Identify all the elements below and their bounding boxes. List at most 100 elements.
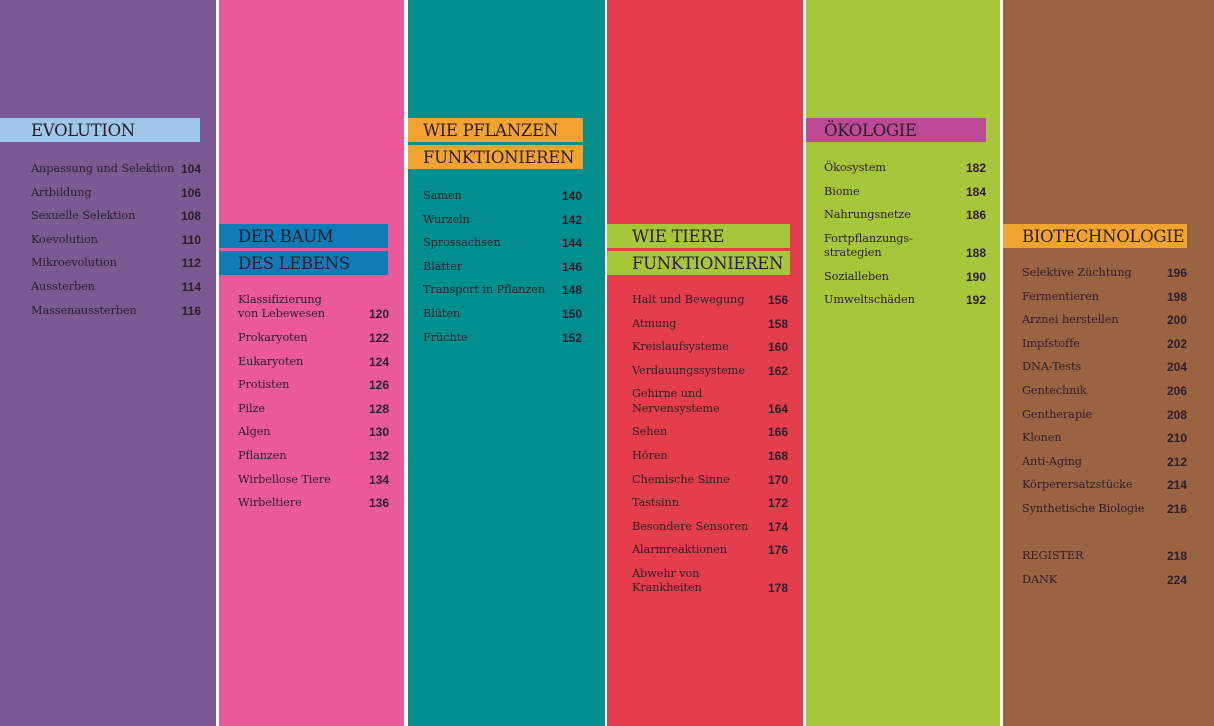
toc-entry[interactable]: Algen 130 [238,425,389,449]
section-title-bar: BIOTECHNOLOGIE [1003,224,1187,248]
section-entry-list: Ökosystem 182 Biome 184 Nahrungsnetze 186 Fort… [824,161,986,317]
toc-entry[interactable]: Samen 140 [423,189,582,213]
toc-entry[interactable]: Gentherapie 208 [1022,408,1187,432]
toc-entry[interactable]: Sehen 166 [632,425,788,449]
entry-title: Koevolution [31,233,98,247]
toc-entry[interactable]: Wurzeln 142 [423,213,582,237]
entry-page-number: 122 [368,331,389,345]
toc-entry[interactable]: Fortpflanzungs-strategien 188 [824,232,986,270]
section-column-pflanzen [408,0,605,726]
toc-entry[interactable]: Wirbeltiere 136 [238,496,389,520]
entry-title-line: von Lebewesen [238,307,325,321]
entry-title: Blüten [423,307,460,321]
entry-title-line: Nervensysteme [632,401,720,415]
toc-entry[interactable]: Aussterben 114 [31,280,201,304]
toc-entry[interactable]: Alarmreaktionen 176 [632,543,788,567]
toc-entry[interactable]: Prokaryoten 122 [238,331,389,355]
toc-entry[interactable]: Sprossachsen 144 [423,236,582,260]
toc-entry[interactable]: DNA-Tests 204 [1022,360,1187,384]
section-title-bar: FUNKTIONIEREN [408,145,583,169]
toc-entry[interactable]: Protisten 126 [238,378,389,402]
entry-page-number: 128 [368,401,389,416]
entry-page-number: 150 [561,306,582,321]
toc-entry[interactable]: DANK 224 [1022,573,1187,597]
toc-entry[interactable]: Abwehr von Krankheiten 178 [632,567,788,605]
toc-entry[interactable]: Anti-Aging 212 [1022,455,1187,479]
toc-entry[interactable]: Ökosystem 182 [824,161,986,185]
toc-entry[interactable]: REGISTER 218 [1022,549,1187,573]
toc-entry[interactable]: Artbildung 106 [31,186,201,210]
entry-title-line: Ökosystem [824,161,886,174]
toc-entry[interactable]: Tastsinn 172 [632,496,788,520]
entry-page-number: 218 [1166,549,1187,564]
entry-title-line: Gentechnik [1022,383,1087,397]
toc-entry[interactable]: Nahrungsnetze 186 [824,208,986,232]
entry-title: Prokaryoten [238,331,307,345]
toc-entry[interactable]: Anpassung und Selektion 104 [31,162,201,186]
toc-entry[interactable]: Synthetische Biologie 216 [1022,502,1187,526]
toc-entry[interactable]: Halt und Bewegung 156 [632,293,788,317]
entry-page-number: 202 [1166,336,1187,351]
entry-title-line: Algen [238,425,271,439]
section-title-bar: ÖKOLOGIE [806,118,986,142]
toc-entry[interactable]: Arznei herstellen 200 [1022,313,1187,337]
toc-entry[interactable]: Klassifizierung von Lebewesen 120 [238,293,389,331]
toc-entry[interactable]: Biome 184 [824,185,986,209]
entry-title: Besondere Sensoren [632,520,748,534]
toc-entry[interactable]: Fermentieren 198 [1022,290,1187,314]
entry-title: Fermentieren [1022,290,1099,304]
toc-entry[interactable]: Mikroevolution 112 [31,256,201,280]
toc-entry[interactable]: Gentechnik 206 [1022,384,1187,408]
entry-title-line: Koevolution [31,232,98,246]
entry-title: Halt und Bewegung [632,293,744,307]
toc-entry[interactable]: Gehirne und Nervensysteme 164 [632,387,788,425]
entry-page-number: 146 [561,259,582,274]
toc-entry[interactable]: Besondere Sensoren 174 [632,520,788,544]
entry-title: Sozialleben [824,270,889,284]
toc-entry[interactable]: Eukaryoten 124 [238,355,389,379]
entry-title-line: Körperersatzstücke [1022,478,1133,492]
entry-page-number: 190 [965,269,986,284]
toc-entry[interactable]: Impfstoffe 202 [1022,337,1187,361]
entry-page-number: 162 [767,363,788,378]
toc-entry[interactable]: Massenaussterben 116 [31,304,201,328]
toc-entry[interactable]: Koevolution 110 [31,233,201,257]
toc-entry[interactable]: Blüten 150 [423,307,582,331]
entry-title-line: Pflanzen [238,448,287,462]
toc-entry[interactable]: Atmung 158 [632,317,788,341]
section-column-baum [219,0,404,726]
toc-entry[interactable]: Hören 168 [632,449,788,473]
entry-title-line: Wirbeltiere [238,496,302,510]
toc-entry[interactable]: Sozialleben 190 [824,270,986,294]
section-entry-list: Selektive Züchtung 196 Fermentieren 198 Arzn… [1022,266,1187,596]
toc-entry[interactable]: Klonen 210 [1022,431,1187,455]
entry-title-line: Eukaryoten [238,354,304,368]
entry-title: Ökosystem [824,161,886,175]
entry-title: Samen [423,189,462,203]
toc-entry[interactable]: Früchte 152 [423,331,582,355]
toc-entry[interactable]: Umweltschäden 192 [824,293,986,317]
toc-entry[interactable]: Verdauungssysteme 162 [632,364,788,388]
entry-title: Sprossachsen [423,236,501,250]
entry-page-number: 108 [180,209,201,224]
entry-title-line: Protisten [238,378,290,392]
entry-page-number: 156 [767,293,788,307]
toc-entry[interactable]: Kreislaufsysteme 160 [632,340,788,364]
entry-title-line: Kreislaufsysteme [632,340,729,354]
section-title-bar: EVOLUTION [0,118,200,142]
toc-entry[interactable]: Chemische Sinne 170 [632,473,788,497]
toc-entry[interactable]: Sexuelle Selektion 108 [31,209,201,233]
toc-entry[interactable]: Pilze 128 [238,402,389,426]
toc-entry[interactable]: Wirbellose Tiere 134 [238,473,389,497]
entry-page-number: 112 [181,256,201,271]
entry-title: Pilze [238,402,265,416]
toc-entry[interactable]: Körperersatzstücke 214 [1022,478,1187,502]
entry-title: DNA-Tests [1022,360,1081,374]
entry-title-line: Biome [824,184,860,198]
toc-entry[interactable]: Pflanzen 132 [238,449,389,473]
toc-entry[interactable]: Blätter 146 [423,260,582,284]
toc-entry[interactable]: Selektive Züchtung 196 [1022,266,1187,290]
toc-entry[interactable]: Transport in Pflanzen 148 [423,283,582,307]
entry-page-number: 164 [767,401,788,416]
entry-title: Impfstoffe [1022,337,1080,351]
